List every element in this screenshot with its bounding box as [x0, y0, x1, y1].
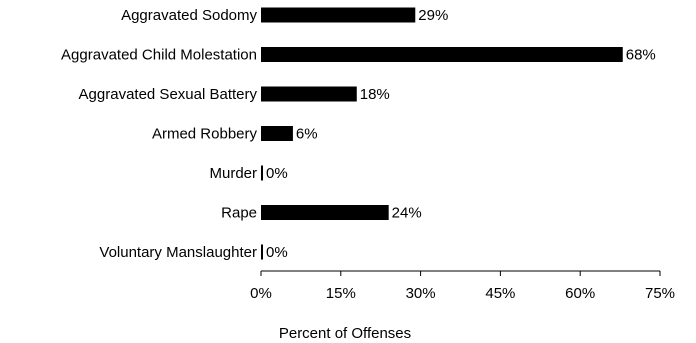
- bar-aggravated-sodomy: [261, 7, 416, 23]
- bar-aggravated-child-molestation: [261, 47, 623, 62]
- data-label-armed-robbery: 6%: [296, 126, 318, 143]
- x-tick-label-15: 15%: [326, 285, 356, 302]
- category-label-rape: Rape: [221, 205, 257, 222]
- category-label-murder: Murder: [209, 165, 257, 182]
- bars-layer: [261, 7, 623, 260]
- bar-murder: [261, 165, 263, 181]
- x-axis: 0% 15% 30% 45% 60% 75%: [250, 270, 675, 302]
- data-label-aggravated-sodomy: 29%: [418, 7, 448, 24]
- data-label-rape: 24%: [392, 205, 422, 222]
- x-tick-label-60: 60%: [565, 285, 595, 302]
- bar-voluntary-manslaughter: [261, 244, 263, 260]
- bar-aggravated-sexual-battery: [261, 86, 357, 102]
- bar-armed-robbery: [261, 126, 293, 141]
- bar-rape: [261, 205, 389, 220]
- labels-layer: Aggravated Sodomy 29% Aggravated Child Mol…: [61, 7, 656, 261]
- data-label-aggravated-child-molestation: 68%: [626, 47, 656, 64]
- category-label-aggravated-child-molestation: Aggravated Child Molestation: [61, 47, 257, 64]
- data-label-aggravated-sexual-battery: 18%: [360, 86, 390, 103]
- category-label-aggravated-sodomy: Aggravated Sodomy: [121, 7, 257, 24]
- category-label-aggravated-sexual-battery: Aggravated Sexual Battery: [79, 86, 258, 103]
- data-label-murder: 0%: [266, 165, 288, 182]
- x-axis-title: Percent of Offenses: [279, 325, 411, 342]
- data-label-voluntary-manslaughter: 0%: [266, 244, 288, 261]
- category-label-voluntary-manslaughter: Voluntary Manslaughter: [99, 244, 257, 261]
- x-tick-label-30: 30%: [406, 285, 436, 302]
- category-label-armed-robbery: Armed Robbery: [152, 126, 258, 143]
- x-tick-label-45: 45%: [485, 285, 515, 302]
- x-tick-label-75: 75%: [645, 285, 675, 302]
- x-tick-label-0: 0%: [250, 285, 272, 302]
